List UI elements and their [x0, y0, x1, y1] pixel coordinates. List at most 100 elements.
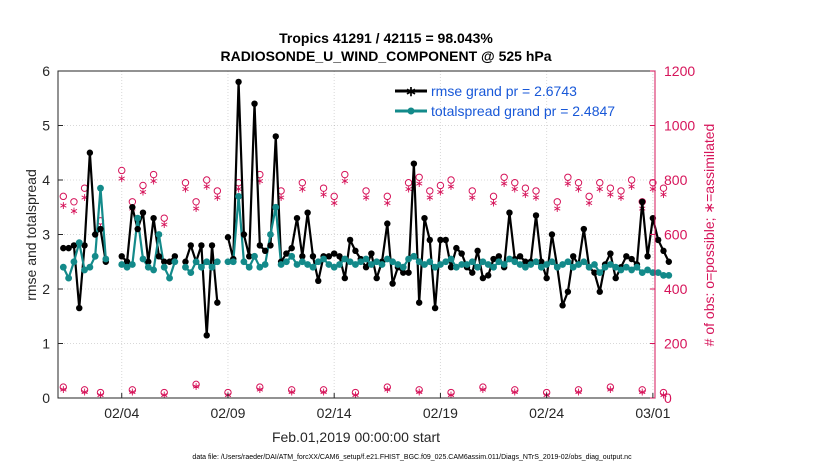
- obs-assimilated-point: ∗: [574, 387, 583, 399]
- spread-point: [240, 258, 248, 266]
- spread-point: [389, 258, 397, 266]
- rmse-point: [490, 255, 497, 263]
- rmse-point: [660, 247, 667, 255]
- obs-assimilated-point: ∗: [160, 389, 169, 401]
- rmse-point: [437, 236, 444, 244]
- obs-assimilated-point: ∗: [80, 192, 89, 204]
- y2-tick-label: 800: [664, 172, 688, 188]
- rmse-point: [246, 253, 253, 260]
- spread-point: [75, 239, 83, 247]
- spread-point: [346, 258, 354, 266]
- rmse-point: [309, 253, 317, 260]
- rmse-point: [415, 299, 423, 306]
- rmse-point: [65, 244, 72, 252]
- rmse-point: [208, 242, 216, 249]
- y2-axis-label: # of obs: o=possible; ∗=assimilated: [701, 124, 717, 347]
- obs-assimilated-point: ∗: [659, 189, 668, 201]
- spread-point: [601, 263, 609, 271]
- rmse-point: [129, 204, 136, 211]
- spread-point: [59, 263, 67, 271]
- rmse-point: [224, 234, 232, 241]
- obs-assimilated-point: ∗: [128, 387, 137, 399]
- obs-possible-point: [59, 192, 68, 201]
- spread-point: [235, 192, 242, 200]
- spread-point: [208, 263, 216, 271]
- spread-point: [245, 263, 253, 271]
- obs-possible-point: [70, 198, 78, 206]
- rmse-point: [538, 258, 545, 265]
- obs-assimilated-point: ∗: [648, 184, 657, 196]
- obs-assimilated-point: ∗: [425, 192, 434, 204]
- obs-possible-point: [139, 181, 147, 190]
- obs-possible-point: [288, 386, 296, 394]
- rmse-point: [506, 209, 513, 216]
- rmse-point: [639, 198, 646, 205]
- x-tick-label: 02/24: [529, 405, 564, 421]
- rmse-point: [458, 250, 465, 257]
- obs-assimilated-point: ∗: [181, 184, 190, 196]
- obs-assimilated-point: ∗: [138, 186, 147, 198]
- spread-point: [479, 258, 487, 266]
- obs-assimilated-point: ∗: [149, 176, 158, 188]
- obs-possible-point: [298, 179, 307, 187]
- rmse-point: [453, 244, 460, 252]
- rmse-point: [623, 253, 630, 260]
- spread-point: [367, 261, 375, 268]
- rmse-point: [288, 244, 295, 252]
- y-tick-label: 4: [42, 172, 50, 188]
- rmse-point: [134, 225, 141, 233]
- obs-possible-point: [553, 198, 561, 206]
- spread-point: [638, 269, 646, 277]
- rmse-point: [304, 209, 311, 216]
- spread-point: [394, 261, 402, 268]
- spread-point: [612, 263, 620, 271]
- spread-point: [617, 266, 625, 274]
- rmse-point: [559, 302, 566, 309]
- rmse-point: [182, 258, 189, 265]
- rmse-point: [362, 264, 370, 271]
- rmse-point: [155, 253, 163, 260]
- obs-possible-point: [118, 166, 126, 175]
- spread-point: [500, 261, 508, 268]
- spread-point: [309, 263, 317, 271]
- rmse-point: [516, 253, 524, 260]
- spread-point: [564, 258, 572, 266]
- obs-possible-point: [617, 187, 625, 195]
- obs-assimilated-point: ∗: [287, 387, 296, 399]
- obs-assimilated-point: ∗: [202, 181, 211, 193]
- rmse-point: [570, 253, 577, 260]
- spread-point: [660, 271, 667, 279]
- legend-rmse-label: rmse grand pr = 2.6743: [431, 83, 577, 99]
- obs-assimilated-point: ∗: [563, 178, 572, 190]
- spread-point: [336, 261, 343, 268]
- spread-point: [330, 263, 338, 271]
- rmse-point: [479, 274, 487, 282]
- y-tick-label: 0: [42, 390, 50, 406]
- rmse-point: [654, 236, 662, 244]
- legend-rmse-marker: ∗: [405, 83, 417, 99]
- obs-assimilated-point: ∗: [80, 387, 89, 399]
- rmse-point: [293, 214, 301, 222]
- rmse-point: [330, 250, 338, 257]
- obs-possible-point: [596, 179, 604, 187]
- rmse-point: [198, 242, 205, 249]
- spread-point: [251, 252, 258, 260]
- obs-possible-point: [606, 184, 615, 192]
- spread-point: [150, 266, 158, 274]
- spread-point: [213, 258, 221, 266]
- rmse-point: [240, 231, 248, 238]
- rmse-point: [118, 253, 125, 260]
- spread-point: [468, 258, 476, 266]
- rmse-point: [447, 264, 455, 271]
- spread-point: [224, 258, 232, 266]
- spread-point: [633, 263, 641, 271]
- y2-tick-label: 1000: [664, 118, 695, 134]
- rmse-point: [336, 253, 343, 260]
- rmse-point: [607, 250, 614, 257]
- rmse-point: [145, 258, 152, 265]
- obs-possible-point: [128, 386, 137, 394]
- obs-possible-point: [638, 386, 646, 394]
- rmse-point: [325, 253, 333, 260]
- rmse-point: [171, 253, 179, 260]
